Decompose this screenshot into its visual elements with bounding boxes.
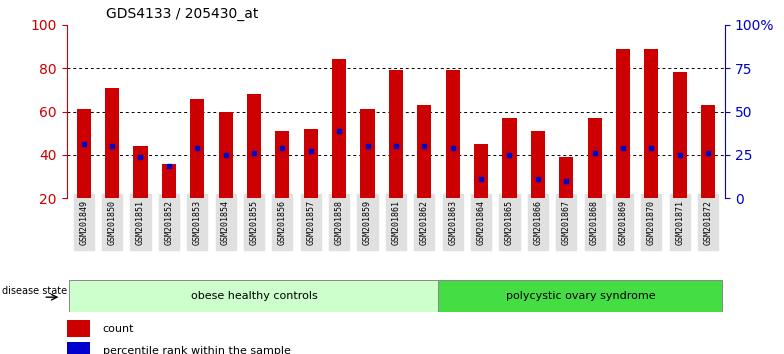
Bar [219,112,233,198]
Bar [133,146,147,198]
Bar [438,280,722,312]
Bar [616,48,630,198]
Bar [162,164,176,198]
Bar [559,157,573,198]
Bar [67,342,89,354]
Bar [673,73,687,198]
Bar [77,109,91,198]
Bar [644,48,659,198]
Bar [389,70,403,198]
Bar [70,280,438,312]
Bar [417,105,431,198]
Bar [275,131,289,198]
Bar [445,70,459,198]
Bar [67,320,89,337]
Text: polycystic ovary syndrome: polycystic ovary syndrome [506,291,655,301]
Text: disease state: disease state [2,286,67,296]
Bar [332,59,347,198]
Bar [247,94,261,198]
Bar [190,98,205,198]
Bar [303,129,318,198]
Bar [503,118,517,198]
Bar [474,144,488,198]
Bar [105,88,119,198]
Bar [587,118,601,198]
Bar [531,131,545,198]
Bar [361,109,375,198]
Text: obese healthy controls: obese healthy controls [191,291,318,301]
Text: percentile rank within the sample: percentile rank within the sample [103,346,291,354]
Text: GDS4133 / 205430_at: GDS4133 / 205430_at [106,7,258,21]
Bar [701,105,715,198]
Text: count: count [103,324,134,334]
